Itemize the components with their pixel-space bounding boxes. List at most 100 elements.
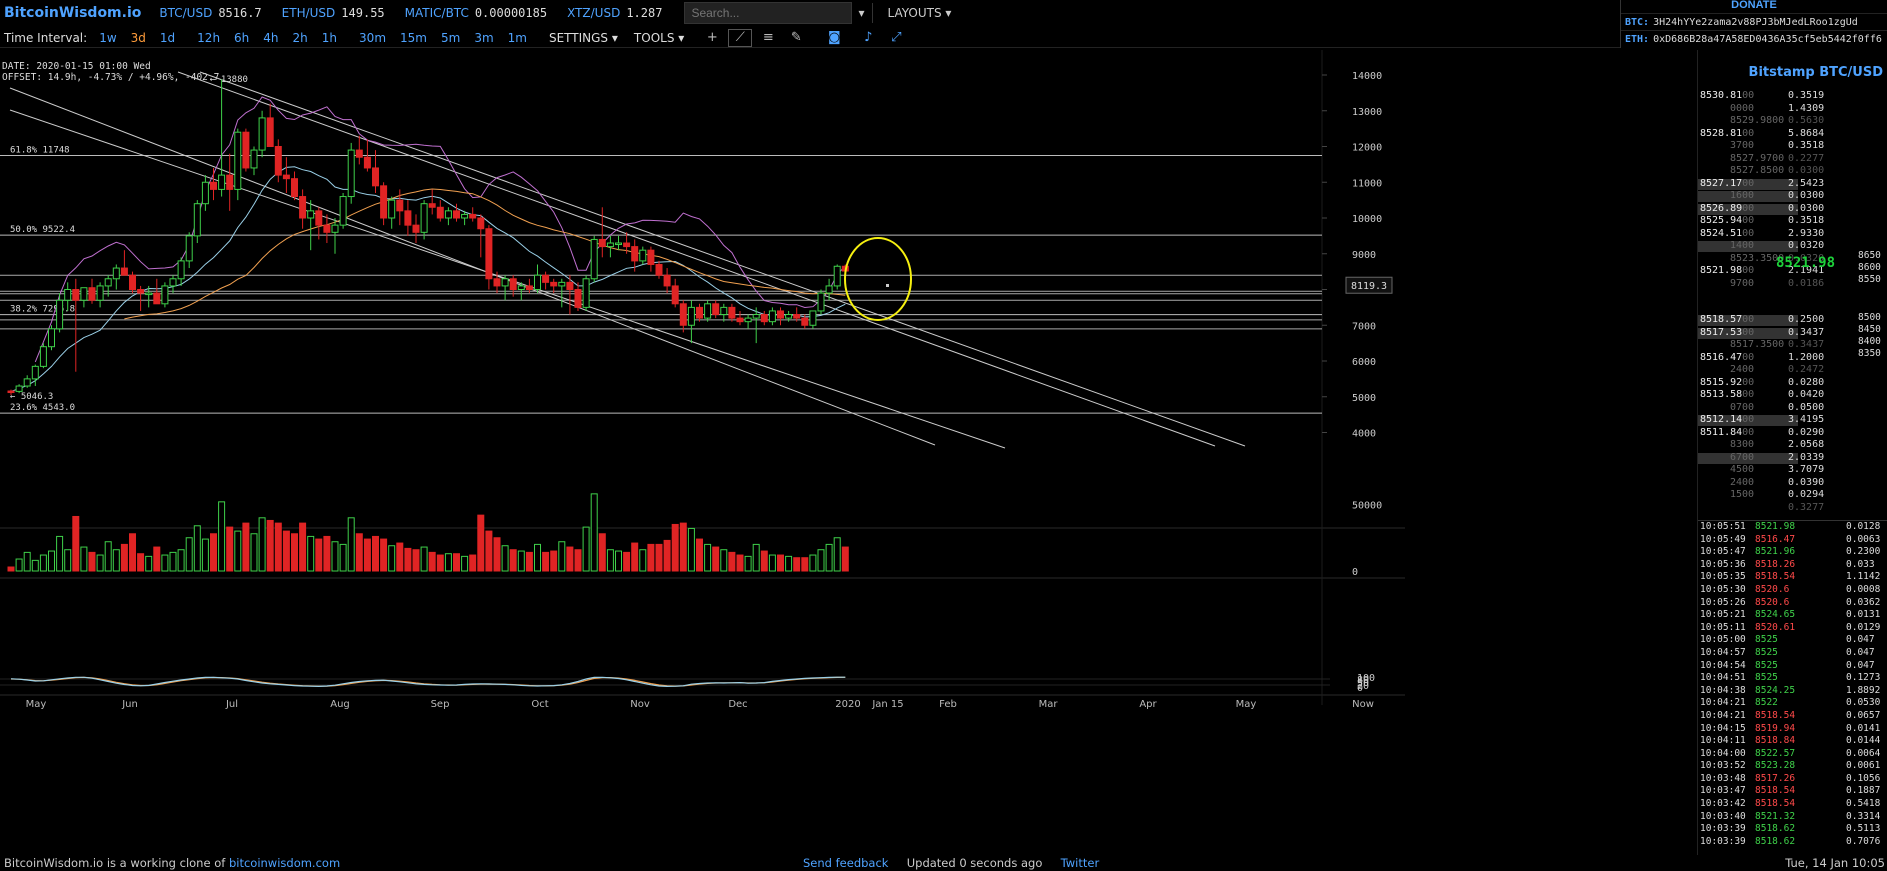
crosshair-icon[interactable]: + (706, 30, 718, 45)
tools-label: TOOLS (633, 30, 675, 45)
orderbook-row[interactable]: 2400 0.0390 (1698, 477, 1887, 490)
orderbook-row[interactable]: 8526.8900 0.0300 (1698, 203, 1887, 216)
interval-3d[interactable]: 3d (130, 30, 146, 45)
orderbook-row[interactable]: 8512.1400 3.4195 (1698, 414, 1887, 427)
order-price: 8523.3500 (1700, 253, 1784, 266)
trade-amount: 0.3314 (1846, 810, 1881, 822)
trade-price: 8523.28 (1755, 760, 1796, 772)
order-price-sub: 6700 (1730, 451, 1755, 463)
price-chart[interactable]: 61.8% 11748 50.0% 9522.4 38.2% 7296.8 23.6%… (0, 50, 1697, 856)
search-dropdown-icon[interactable]: ▾ (858, 6, 865, 20)
orderbook-row[interactable]: 0.3277 (1698, 502, 1887, 515)
orderbook-row[interactable]: 2400 0.2472 (1698, 364, 1887, 377)
alert-bell-icon[interactable]: ♪ (864, 30, 873, 45)
orderbook-row[interactable]: 8518.5700 0.2500 (1698, 314, 1887, 327)
orderbook-row[interactable]: 1500 0.0294 (1698, 489, 1887, 502)
interval-30m[interactable]: 30m (359, 30, 387, 45)
order-price-sub: 00 (1742, 177, 1755, 189)
horizontal-lines-icon[interactable]: ≡ (762, 30, 774, 45)
candle (380, 185, 388, 219)
order-price: 8529.9800 (1700, 115, 1784, 128)
volume-bar (31, 559, 39, 572)
settings-menu[interactable]: SETTINGS ▾ (549, 31, 618, 45)
candle (785, 314, 793, 319)
orderbook-row[interactable]: 8527.9700 0.2277 (1698, 153, 1887, 166)
ticker-matic[interactable]: MATIC/BTC 0.00000185 (405, 6, 547, 20)
orderbook-row[interactable]: 1600 0.0300 (1698, 190, 1887, 203)
orderbook-row[interactable]: 8529.9800 0.5630 (1698, 115, 1887, 128)
interval-5m[interactable]: 5m (440, 30, 461, 45)
send-feedback-link[interactable]: Send feedback (803, 856, 889, 870)
interval-2h[interactable]: 2h (292, 30, 308, 45)
orderbook-row[interactable]: 8521.9800 2.1941 (1698, 265, 1887, 278)
search-input[interactable] (684, 2, 853, 24)
volume-bar (104, 541, 112, 572)
interval-15m[interactable]: 15m (400, 30, 427, 45)
orderbook-row[interactable]: 8527.1700 2.5423 (1698, 178, 1887, 191)
trendline-icon[interactable]: ⟋ (728, 28, 753, 47)
order-price: 3700 (1700, 140, 1754, 153)
interval-6h[interactable]: 6h (234, 30, 250, 45)
ticker-pair[interactable]: BTC/USD (159, 6, 213, 20)
orderbook-row[interactable]: 8517.3500 0.3437 (1698, 339, 1887, 352)
ticker-pair[interactable]: XTZ/USD (567, 6, 621, 20)
draw-icon[interactable]: ✎ (790, 30, 802, 45)
ticker-eth[interactable]: ETH/USD 149.55 (282, 6, 385, 20)
volume-bar (80, 546, 88, 572)
chevron-down-icon: ▾ (678, 30, 685, 45)
x-axis-label: Oct (531, 699, 548, 710)
interval-1d[interactable]: 1d (159, 30, 176, 45)
credit-link[interactable]: bitcoinwisdom.com (228, 856, 341, 870)
candle (720, 306, 728, 316)
orderbook-row[interactable]: 8511.8400 0.0290 (1698, 427, 1887, 440)
x-axis-label: Nov (630, 699, 650, 710)
ticker-pair[interactable]: ETH/USD (281, 6, 336, 20)
orderbook-row[interactable]: 6700 2.0339 (1698, 452, 1887, 465)
orderbook-row[interactable]: 8525.9400 0.3518 (1698, 215, 1887, 228)
orderbook-row[interactable]: 0000 1.4309 (1698, 103, 1887, 116)
price-tick-label: 11000 (1352, 178, 1382, 189)
volume-bar (201, 538, 209, 572)
orderbook: 8530.8100 0.3519 0000 1.4309 8529.9800 0.5630… (1698, 90, 1887, 514)
candle (315, 210, 323, 226)
interval-1h[interactable]: 1h (321, 30, 338, 45)
btc-address[interactable]: 3H24hYYe2zama2v88PJ3bMJedLRoo1zgUd (1653, 17, 1858, 28)
orderbook-row[interactable]: 1400 0.0320 (1698, 240, 1887, 253)
fullscreen-icon[interactable]: ⤢ (891, 30, 902, 45)
orderbook-row[interactable]: 4500 3.7079 (1698, 464, 1887, 477)
orderbook-row[interactable]: 8515.9200 0.0280 (1698, 377, 1887, 390)
camera-icon[interactable]: ◙ (828, 30, 841, 45)
layouts-menu[interactable]: LAYOUTS ▾ (887, 6, 951, 20)
volume-bar (760, 550, 768, 572)
orderbook-row[interactable]: 9700 0.0186 (1698, 278, 1887, 291)
tools-menu[interactable]: TOOLS ▾ (634, 31, 684, 45)
donate-btc-row[interactable]: BTC: 3H24hYYe2zama2v88PJ3bMJedLRoo1zgUd (1621, 13, 1887, 30)
interval-3m[interactable]: 3m (474, 30, 494, 45)
donate-eth-row[interactable]: ETH: 0xD686B28a47A58ED0436A35cf5eb5442f0f… (1621, 30, 1887, 47)
orderbook-row[interactable]: 8300 2.0568 (1698, 439, 1887, 452)
eth-address[interactable]: 0xD686B28a47A58ED0436A35cf5eb5442f0ff6 (1653, 34, 1882, 45)
orderbook-title[interactable]: Bitstamp BTC/USD (1748, 65, 1883, 80)
orderbook-row[interactable]: 0700 0.0500 (1698, 402, 1887, 415)
orderbook-row[interactable]: 8528.8100 5.8684 (1698, 128, 1887, 141)
trade-price: 8517.26 (1755, 772, 1796, 784)
ticker-btc[interactable]: BTC/USD 8516.7 (159, 6, 261, 20)
orderbook-row[interactable]: 8524.5100 2.9330 (1698, 228, 1887, 241)
orderbook-row[interactable]: 8527.8500 0.0300 (1698, 165, 1887, 178)
twitter-link[interactable]: Twitter (1060, 856, 1100, 870)
interval-1m[interactable]: 1m (507, 30, 527, 45)
ticker-xtz[interactable]: XTZ/USD 1.287 (567, 6, 662, 20)
candle (177, 260, 185, 280)
orderbook-row[interactable]: 8516.4700 1.2000 (1698, 352, 1887, 365)
interval-1w[interactable]: 1w (99, 30, 117, 45)
interval-4h[interactable]: 4h (263, 30, 279, 45)
orderbook-row[interactable]: 8530.8100 0.3519 (1698, 90, 1887, 103)
orderbook-row[interactable]: 8523.3500 0.0320 (1698, 253, 1887, 266)
orderbook-row[interactable]: 3700 0.3518 (1698, 140, 1887, 153)
orderbook-row[interactable]: 8513.5800 0.0420 (1698, 389, 1887, 402)
orderbook-row[interactable]: 8517.5300 0.3437 (1698, 327, 1887, 340)
interval-12h[interactable]: 12h (197, 30, 221, 45)
site-logo[interactable]: BitcoinWisdom.io (4, 5, 142, 21)
ticker-pair[interactable]: MATIC/BTC (404, 6, 469, 20)
volume-bar (169, 551, 177, 572)
